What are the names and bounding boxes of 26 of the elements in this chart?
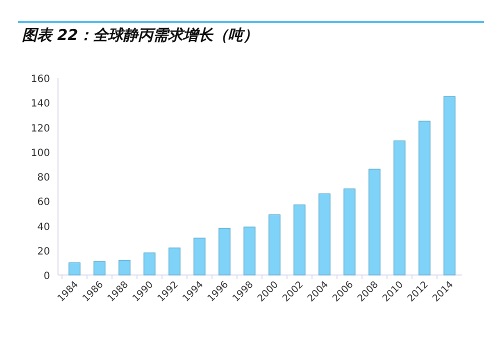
bar <box>118 260 130 276</box>
y-tick-label: 60 <box>37 197 50 208</box>
bar <box>294 204 306 276</box>
bar <box>394 140 406 276</box>
bar <box>144 252 156 276</box>
bar <box>444 96 456 276</box>
bar <box>168 248 180 276</box>
bar <box>244 226 256 276</box>
bar <box>218 228 230 276</box>
bar <box>368 168 380 276</box>
bar <box>194 238 206 276</box>
bar <box>68 262 80 276</box>
y-tick-label: 0 <box>44 271 50 282</box>
y-tick-label: 100 <box>30 148 50 159</box>
y-tick-label: 20 <box>37 246 50 258</box>
bar <box>268 214 280 276</box>
y-tick-label: 160 <box>30 74 50 85</box>
bar <box>344 188 356 276</box>
bar <box>418 120 430 276</box>
bar <box>94 261 106 276</box>
bar <box>318 193 330 276</box>
y-tick-label: 80 <box>37 172 50 184</box>
y-tick-label: 140 <box>30 98 50 110</box>
y-tick-label: 120 <box>30 123 50 134</box>
y-tick-label: 40 <box>37 222 50 233</box>
title: 图表 22：全球静丙需求增长（吨） <box>22 26 258 44</box>
